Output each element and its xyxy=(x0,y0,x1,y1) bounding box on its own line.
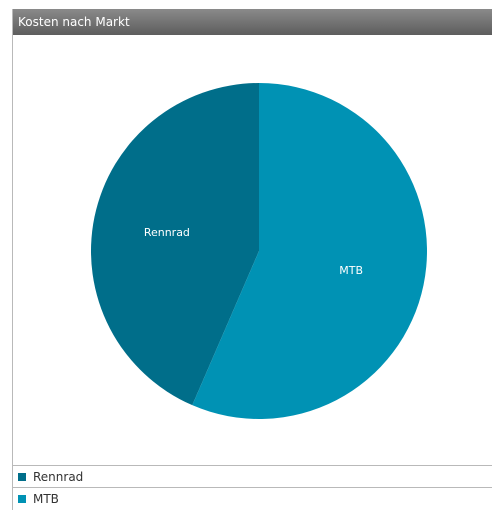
legend-label: MTB xyxy=(33,492,59,506)
pie-chart: Rennrad MTB xyxy=(91,83,428,419)
legend-swatch xyxy=(18,495,26,503)
pie-slice-mtb[interactable] xyxy=(192,83,428,419)
chart-area: Rennrad MTB xyxy=(13,35,492,465)
legend-swatch xyxy=(18,473,26,481)
slice-label-mtb: MTB xyxy=(339,264,363,277)
legend-label: Rennrad xyxy=(33,470,84,484)
legend-item-mtb[interactable]: MTB xyxy=(13,487,492,509)
legend: Rennrad MTB xyxy=(13,465,492,509)
pie-slice-rennrad[interactable] xyxy=(91,83,259,406)
chart-panel: Kosten nach Markt Rennrad MTB Rennrad MTB xyxy=(12,9,492,510)
slice-label-rennrad: Rennrad xyxy=(144,226,190,239)
legend-item-rennrad[interactable]: Rennrad xyxy=(13,465,492,487)
panel-title: Kosten nach Markt xyxy=(13,9,492,35)
